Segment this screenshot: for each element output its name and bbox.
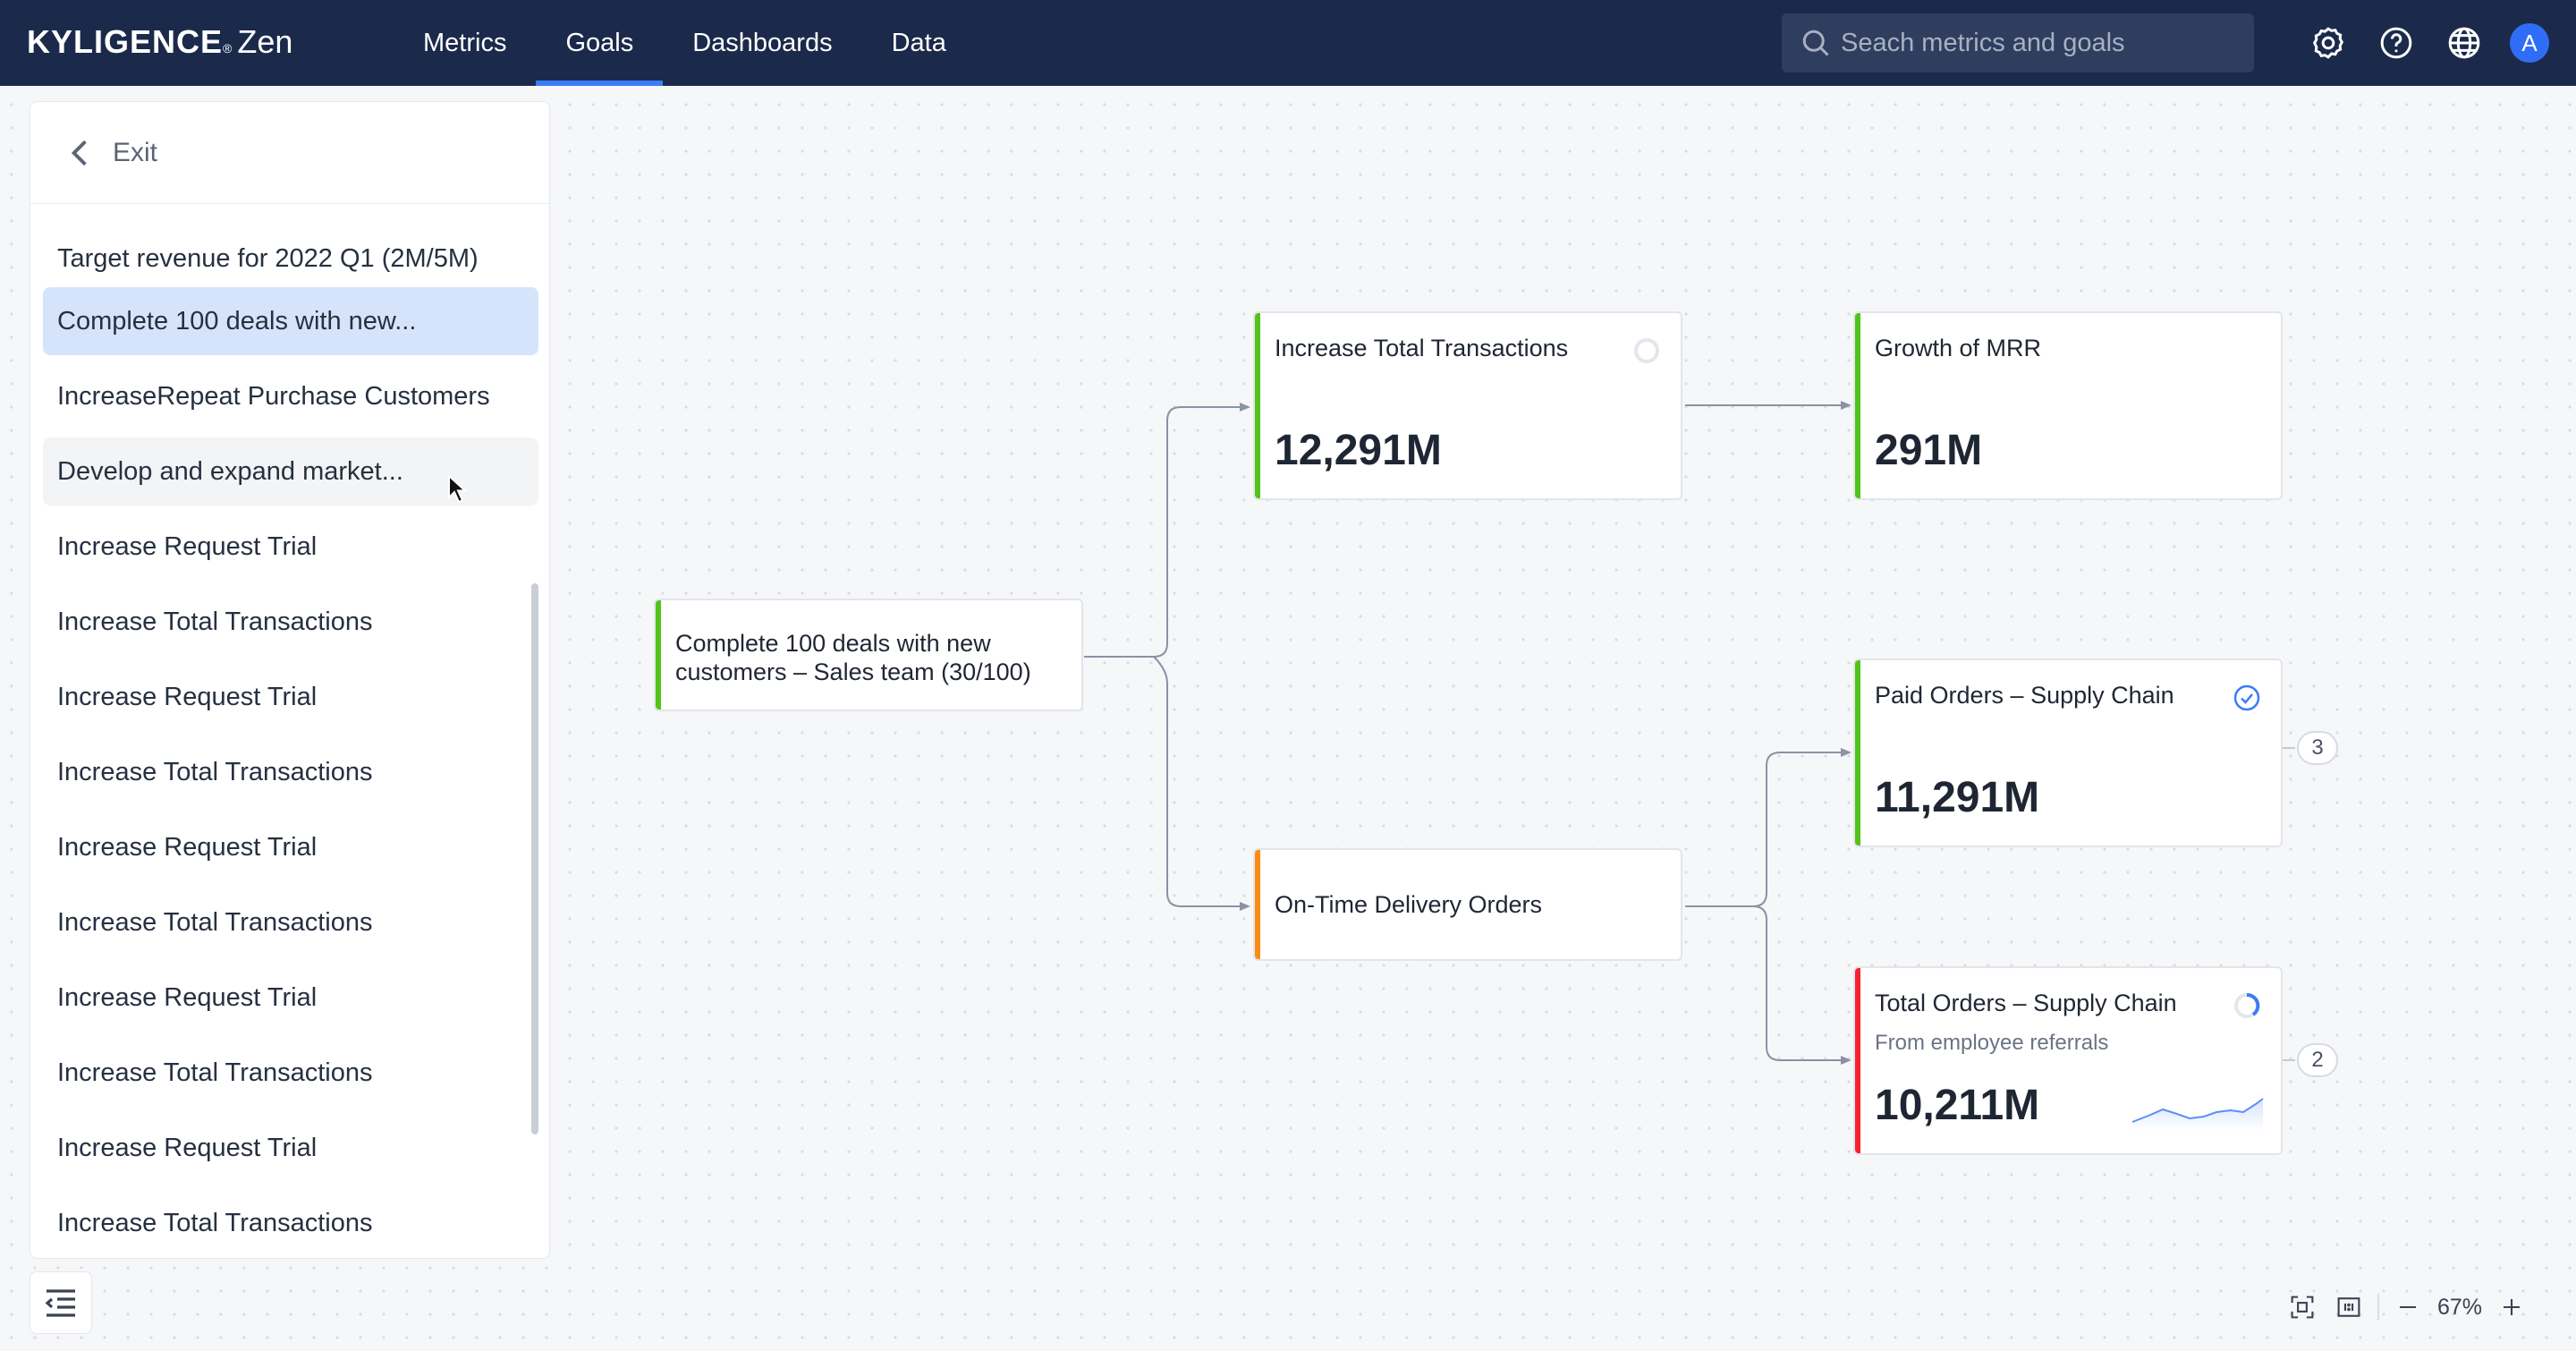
nav-metrics[interactable]: Metrics <box>423 28 507 57</box>
goal-list-item[interactable]: Increase Total Transactions <box>57 757 373 786</box>
status-completed-icon <box>2233 684 2260 711</box>
goal-list-item[interactable]: Increase Request Trial <box>57 531 318 561</box>
nav-goals[interactable]: Goals <box>536 0 663 86</box>
zoom-out-button[interactable] <box>2385 1283 2431 1331</box>
node-value: 11,291M <box>1875 774 2040 821</box>
goal-node-on-time-delivery[interactable]: On-Time Delivery Orders <box>1253 848 1682 961</box>
minus-icon <box>2400 1305 2416 1309</box>
user-avatar[interactable]: A <box>2510 23 2549 63</box>
children-count-badge[interactable]: 3 <box>2297 731 2338 765</box>
language-globe-icon[interactable] <box>2445 23 2484 63</box>
search-icon <box>1802 30 1829 56</box>
node-subtitle: From employee referrals <box>1875 1031 2109 1055</box>
node-title: On-Time Delivery Orders <box>1275 891 1543 918</box>
node-title: Increase Total Transactions <box>1275 335 1569 361</box>
logo-brand-text: KYLIGENCE <box>27 23 224 60</box>
node-value: 291M <box>1875 427 1983 474</box>
top-navigation-bar: KYLIGENCE ® Zen Metrics Goals Dashboards… <box>0 0 2576 86</box>
goal-list-item[interactable]: Increase Total Transactions <box>57 1208 373 1237</box>
mouse-cursor-icon <box>448 474 468 504</box>
goal-node-root[interactable]: Complete 100 deals with new customers – … <box>654 599 1083 711</box>
goal-list-item[interactable]: Increase Total Transactions <box>57 907 373 937</box>
goal-node-growth-of-mrr[interactable]: Growth of MRR 291M <box>1853 311 2283 500</box>
goal-node-paid-orders[interactable]: Paid Orders – Supply Chain 11,291M <box>1853 659 2283 847</box>
status-not-started-icon <box>1634 338 1659 363</box>
trend-sparkline <box>2131 1098 2264 1131</box>
nav-data[interactable]: Data <box>891 28 946 57</box>
goal-list-item[interactable]: Increase Request Trial <box>57 982 318 1012</box>
search-input[interactable] <box>1841 28 2234 58</box>
goal-list-item[interactable]: Increase Total Transactions <box>57 607 373 636</box>
help-icon[interactable] <box>2377 23 2416 63</box>
sidebar-scrollbar[interactable] <box>531 583 538 1134</box>
fit-to-screen-button[interactable] <box>2279 1283 2326 1331</box>
node-value: 12,291M <box>1275 427 1442 474</box>
node-title: Paid Orders – Supply Chain <box>1875 682 2174 709</box>
goal-list-item[interactable]: Increase Request Trial <box>57 832 318 862</box>
nav-dashboards[interactable]: Dashboards <box>692 28 833 57</box>
kyligence-zen-logo[interactable]: KYLIGENCE ® Zen <box>27 23 293 60</box>
goal-list-item[interactable]: IncreaseRepeat Purchase Customers <box>57 381 490 411</box>
zoom-toolbar: 67% <box>2279 1283 2547 1331</box>
goal-list-item[interactable]: Increase Request Trial <box>57 682 318 711</box>
zoom-level: 67% <box>2436 1294 2483 1320</box>
goal-list-item[interactable]: Increase Request Trial <box>57 1133 318 1162</box>
search-box[interactable] <box>1782 13 2254 72</box>
list-outline-icon <box>45 1289 75 1317</box>
children-count-badge[interactable]: 2 <box>2297 1043 2338 1077</box>
plus-icon <box>2504 1299 2520 1315</box>
outline-toggle-button[interactable] <box>30 1271 92 1334</box>
goal-list-item[interactable]: Target revenue for 2022 Q1 (2M/5M) <box>57 243 479 273</box>
node-title: Complete 100 deals with new customers – … <box>675 630 1031 685</box>
actual-size-button[interactable] <box>2326 1283 2372 1331</box>
main-nav: Metrics Goals Dashboards Data <box>394 0 976 86</box>
fit-screen-icon <box>2291 1296 2314 1319</box>
node-title: Growth of MRR <box>1875 335 2042 361</box>
chevron-left-icon <box>71 140 87 166</box>
goal-node-total-orders[interactable]: Total Orders – Supply Chain From employe… <box>1853 966 2283 1155</box>
exit-button[interactable]: Exit <box>30 102 549 204</box>
node-value: 10,211M <box>1875 1082 2040 1129</box>
exit-label: Exit <box>113 137 158 167</box>
zoom-in-button[interactable] <box>2488 1283 2535 1331</box>
goal-node-increase-total-transactions[interactable]: Increase Total Transactions 12,291M <box>1253 311 1682 500</box>
status-in-progress-icon <box>2234 992 2260 1018</box>
settings-icon[interactable] <box>2309 23 2348 63</box>
logo-product-text: Zen <box>237 23 293 60</box>
actual-size-icon <box>2337 1297 2360 1317</box>
goal-list-item-selected[interactable]: Complete 100 deals with new... <box>43 287 538 355</box>
goal-list-item[interactable]: Increase Total Transactions <box>57 1058 373 1087</box>
node-title: Total Orders – Supply Chain <box>1875 990 2177 1016</box>
